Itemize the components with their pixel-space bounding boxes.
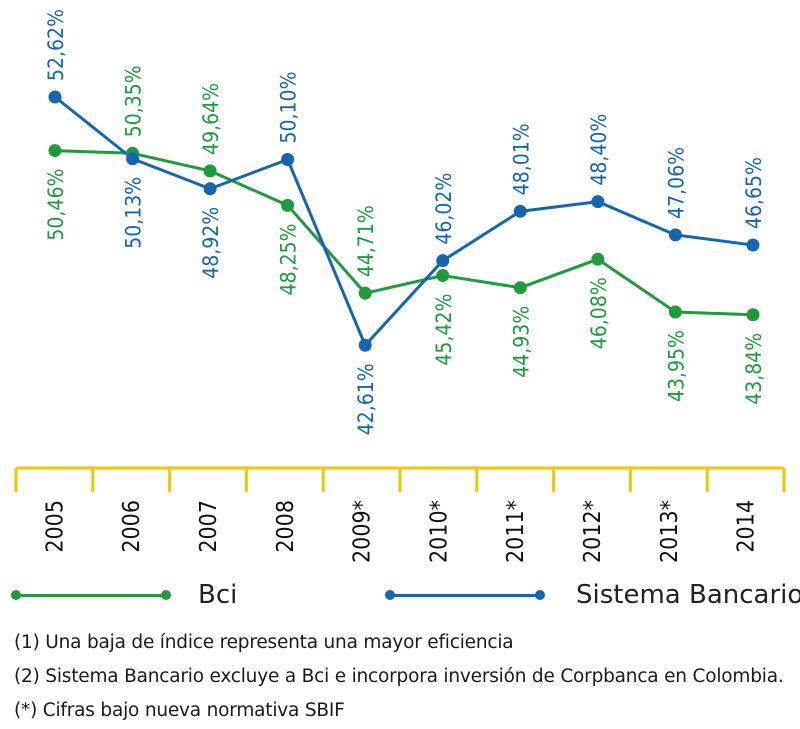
data-label: 48,01% xyxy=(509,123,533,195)
data-point-1-6 xyxy=(513,204,527,218)
x-tick-label: 2012* xyxy=(580,500,606,563)
data-point-1-4 xyxy=(358,338,372,352)
data-point-1-9 xyxy=(746,238,760,252)
footnote-2: (2) Sistema Bancario excluye a Bci e inc… xyxy=(14,666,784,687)
footnotes: (1) Una baja de índice representa una ma… xyxy=(14,626,794,728)
data-label: 52,62% xyxy=(44,9,68,81)
x-tick-label: 2006 xyxy=(119,500,145,553)
data-point-1-8 xyxy=(668,228,682,242)
x-tick-label: 2010* xyxy=(426,500,452,563)
data-label: 46,02% xyxy=(432,173,456,245)
data-point-1-0 xyxy=(48,90,62,104)
legend-line-sistema xyxy=(390,594,540,597)
legend-dot-bci-start xyxy=(11,590,21,600)
line-chart: 2005 2006 2007 2008 2009* 2010* 2011* 2012* 2013… xyxy=(14,9,786,563)
data-label: 48,40% xyxy=(587,114,611,186)
data-label: 42,61% xyxy=(354,363,378,435)
legend: Bci Sistema Bancario xyxy=(0,580,800,610)
x-tick-label: 2009* xyxy=(350,500,376,563)
data-point-1-3 xyxy=(281,152,295,166)
x-tick-label: 2005 xyxy=(42,500,68,553)
legend-line-bci xyxy=(16,594,166,597)
data-label: 50,46% xyxy=(44,169,68,241)
series-line-0 xyxy=(54,149,754,317)
x-tick-label: 2011* xyxy=(503,500,529,563)
data-label: 44,93% xyxy=(509,306,533,378)
data-label: 48,92% xyxy=(199,207,223,279)
data-label: 45,42% xyxy=(432,294,456,366)
legend-dot-sistema-start xyxy=(385,590,395,600)
data-point-0-8 xyxy=(668,305,682,319)
x-tick-label: 2008 xyxy=(273,500,299,553)
data-point-0-4 xyxy=(358,286,372,300)
legend-label-sistema: Sistema Bancario xyxy=(576,580,800,610)
data-point-0-9 xyxy=(746,308,760,322)
series-line-1 xyxy=(54,95,754,347)
data-point-1-2 xyxy=(203,182,217,196)
legend-dot-sistema-end xyxy=(535,590,545,600)
data-point-0-5 xyxy=(436,269,450,283)
data-point-1-7 xyxy=(591,195,605,209)
data-label: 43,95% xyxy=(664,330,688,402)
data-label: 46,08% xyxy=(587,277,611,349)
data-label: 44,71% xyxy=(354,205,378,277)
data-label: 47,06% xyxy=(664,147,688,219)
data-point-0-6 xyxy=(513,281,527,295)
legend-label-bci: Bci xyxy=(198,580,238,610)
data-point-0-2 xyxy=(203,164,217,178)
x-tick-label: 2014 xyxy=(734,500,760,553)
data-label: 46,65% xyxy=(742,157,766,229)
footnote-1: (1) Una baja de índice representa una ma… xyxy=(14,632,514,653)
data-label: 48,25% xyxy=(277,223,301,295)
data-label: 50,35% xyxy=(122,65,146,137)
legend-dot-bci-end xyxy=(161,590,171,600)
x-tick-label: 2013* xyxy=(657,500,683,563)
data-point-1-5 xyxy=(436,254,450,268)
footnote-3: (*) Cifras bajo nueva normativa SBIF xyxy=(14,700,345,721)
data-point-0-0 xyxy=(48,144,62,158)
data-point-0-3 xyxy=(281,198,295,212)
x-tick-label: 2007 xyxy=(196,500,222,553)
data-label: 50,13% xyxy=(122,177,146,249)
data-label: 50,10% xyxy=(277,71,301,143)
data-label: 43,84% xyxy=(742,333,766,405)
data-point-1-1 xyxy=(126,152,140,166)
data-label: 49,64% xyxy=(199,83,223,155)
data-point-0-7 xyxy=(591,252,605,266)
